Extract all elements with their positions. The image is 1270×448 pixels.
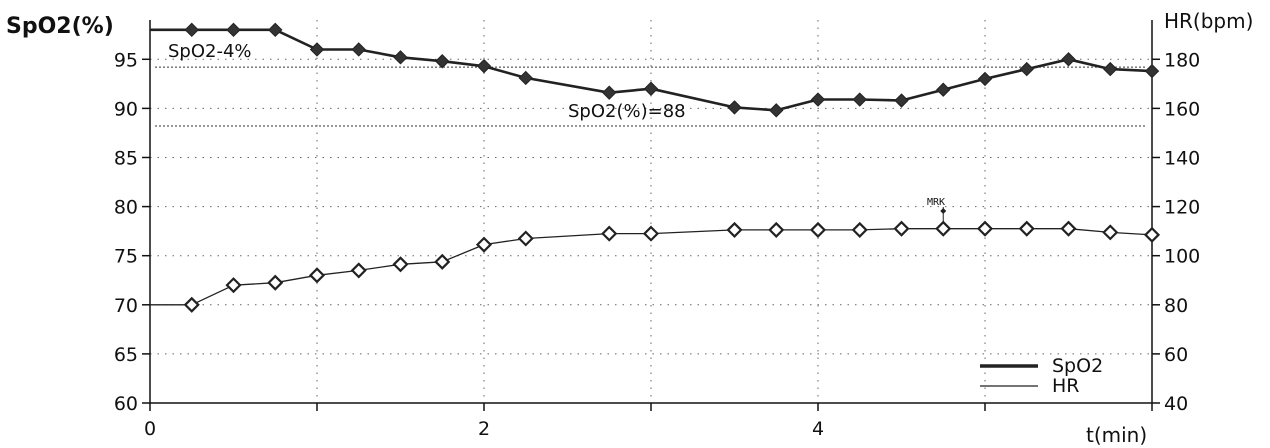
data-point-spo2 xyxy=(977,71,993,87)
data-point-spo2 xyxy=(393,50,408,65)
y-left-tick-label: 90 xyxy=(114,98,138,120)
data-point-spo2 xyxy=(936,82,951,97)
data-point-hr xyxy=(809,221,827,238)
x-axis-title: t(min) xyxy=(1086,423,1147,447)
data-point-hr xyxy=(350,262,367,279)
y-right-tick-label: 80 xyxy=(1164,295,1188,317)
data-point-spo2 xyxy=(518,70,533,86)
data-point-spo2 xyxy=(309,42,325,57)
data-point-hr xyxy=(308,267,326,284)
data-point-hr xyxy=(935,220,952,237)
y-right-tick-label: 100 xyxy=(1164,246,1200,268)
y-left-tick-label: 60 xyxy=(114,393,138,415)
legend: SpO2 HR xyxy=(980,355,1103,397)
data-point-hr xyxy=(267,274,284,291)
series-line-spo2 xyxy=(150,28,1153,112)
data-point-spo2 xyxy=(727,100,742,115)
data-point-hr xyxy=(392,256,409,273)
data-point-spo2 xyxy=(852,92,867,107)
data-point-hr xyxy=(183,296,200,313)
x-tick-label: 4 xyxy=(812,418,824,440)
data-point-hr xyxy=(601,225,618,242)
markers xyxy=(183,22,1161,313)
y-right-tick-label: 40 xyxy=(1164,393,1188,415)
reference-label-spo2-minus-4: SpO2-4% xyxy=(168,41,252,62)
data-point-spo2 xyxy=(810,92,826,107)
x-tick-label: 2 xyxy=(478,418,490,440)
y-right-tick-label: 160 xyxy=(1164,98,1200,120)
y-right-tick-label: 180 xyxy=(1164,49,1200,71)
data-point-spo2 xyxy=(1019,61,1034,77)
y-left-tick-label: 95 xyxy=(114,49,138,71)
data-point-hr xyxy=(893,220,910,237)
data-point-spo2 xyxy=(184,22,199,38)
data-point-hr xyxy=(851,221,868,238)
data-point-spo2 xyxy=(351,42,366,57)
y-right-axis-title: HR(bpm) xyxy=(1164,9,1253,33)
series xyxy=(150,28,1153,306)
data-point-hr xyxy=(517,230,534,247)
mrk-pointer-icon xyxy=(940,208,947,214)
axes xyxy=(149,20,1153,404)
data-point-hr xyxy=(225,277,242,294)
data-point-hr xyxy=(976,220,994,237)
tick-labels: 60 65 70 75 80 85 90 95 40 60 80 100 120 140 160 180 0 2 4 xyxy=(114,49,1200,440)
reference-label-spo2-88: SpO2(%)=88 xyxy=(568,101,686,122)
y-right-tick-label: 120 xyxy=(1164,197,1200,219)
data-point-hr xyxy=(1143,226,1161,243)
data-point-hr xyxy=(1060,220,1077,237)
data-point-hr xyxy=(726,221,743,238)
data-point-spo2 xyxy=(769,103,784,118)
y-left-tick-label: 65 xyxy=(114,344,138,366)
data-point-spo2 xyxy=(1144,63,1160,79)
y-left-tick-label: 80 xyxy=(114,197,138,219)
data-point-hr xyxy=(1018,220,1035,237)
reference-lines xyxy=(155,66,1147,127)
data-point-hr xyxy=(1102,224,1119,241)
data-point-hr xyxy=(642,225,660,242)
y-left-tick-label: 70 xyxy=(114,295,138,317)
y-left-tick-label: 85 xyxy=(114,147,138,169)
data-point-spo2 xyxy=(1103,61,1118,77)
mrk-annotation: MRK xyxy=(927,197,945,208)
data-point-hr xyxy=(434,253,451,270)
data-point-spo2 xyxy=(602,85,617,100)
data-point-spo2 xyxy=(894,93,909,108)
data-point-spo2 xyxy=(268,22,283,38)
data-point-spo2 xyxy=(226,22,241,38)
y-left-tick-label: 75 xyxy=(114,246,138,268)
data-point-spo2 xyxy=(476,58,492,74)
data-point-spo2 xyxy=(1061,52,1076,67)
x-tick-label: 0 xyxy=(144,418,156,440)
data-point-hr xyxy=(475,236,493,253)
legend-label-spo2: SpO2 xyxy=(1052,355,1103,377)
y-right-tick-label: 60 xyxy=(1164,344,1188,366)
data-point-spo2 xyxy=(643,81,659,96)
grid-layer xyxy=(150,20,1152,403)
data-point-hr xyxy=(768,221,785,238)
data-point-spo2 xyxy=(435,54,450,69)
y-left-axis-title: SpO2(%) xyxy=(6,14,114,39)
legend-label-hr: HR xyxy=(1052,375,1080,397)
y-right-tick-label: 140 xyxy=(1164,147,1200,169)
